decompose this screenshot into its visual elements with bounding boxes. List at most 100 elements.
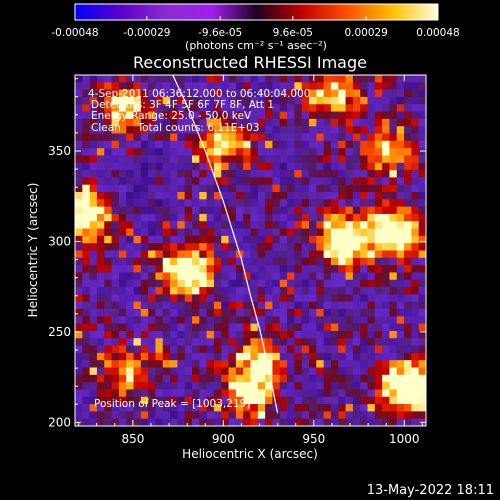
heatmap-cell [170, 396, 178, 405]
heatmap-cell [148, 118, 156, 127]
heatmap-cell [199, 250, 208, 259]
heatmap-cell [177, 257, 186, 266]
heatmap-cell [184, 75, 193, 83]
heatmap-cell [177, 382, 186, 390]
y-tick-label: 200 [48, 415, 71, 429]
heatmap-cell [396, 192, 405, 200]
heatmap-cell [323, 184, 332, 193]
heatmap-cell [330, 148, 339, 156]
heatmap-cell [206, 140, 215, 149]
heatmap-cell [352, 272, 361, 281]
heatmap-cell [360, 360, 368, 368]
heatmap-cell [301, 411, 310, 420]
heatmap-cell [301, 338, 310, 346]
heatmap-cell [272, 316, 281, 325]
plot-frame [74, 74, 427, 427]
heatmap-cell [82, 82, 91, 91]
heatmap-cell [192, 396, 200, 405]
heatmap-cell [199, 301, 208, 310]
heatmap-cell [192, 389, 200, 398]
heatmap-cell [177, 330, 186, 339]
heatmap-cell [265, 155, 273, 164]
heatmap-cell [96, 272, 105, 281]
heatmap-cell [104, 374, 112, 383]
heatmap-cell [140, 228, 149, 237]
heatmap-cell [265, 221, 273, 229]
heatmap-cell [177, 323, 186, 332]
heatmap-cell [213, 374, 222, 383]
heatmap-cell [360, 418, 368, 426]
heatmap-cell [338, 404, 346, 412]
heatmap-cell [345, 118, 354, 127]
heatmap-cell [374, 243, 383, 251]
heatmap-cell [345, 367, 354, 376]
heatmap-cell [199, 184, 208, 193]
heatmap-cell [404, 206, 412, 215]
heatmap-cell [243, 126, 251, 134]
heatmap-cell [382, 206, 390, 215]
heatmap-cell [374, 126, 383, 134]
heatmap-cell [374, 374, 383, 383]
heatmap-cell [374, 279, 383, 288]
info-time-range: 4-Sep-2011 06:36:12.000 to 06:40:04.000 [88, 88, 310, 100]
heatmap-cell [418, 213, 426, 222]
heatmap-cell [148, 257, 156, 266]
heatmap-cell [155, 89, 164, 98]
heatmap-cell [221, 126, 229, 134]
heatmap-cell [89, 126, 98, 134]
heatmap-cell [213, 316, 222, 325]
heatmap-cell [250, 213, 259, 222]
heatmap-cell [352, 374, 361, 383]
heatmap-cell [301, 148, 310, 156]
heatmap-cell [192, 257, 200, 266]
heatmap-cell [221, 140, 229, 149]
heatmap-cell [309, 367, 317, 376]
heatmap-cell [213, 221, 222, 229]
heatmap-cell [272, 418, 281, 426]
heatmap-cell [250, 257, 259, 266]
heatmap-cell [133, 301, 142, 310]
heatmap-cell [396, 243, 405, 251]
heatmap-cell [75, 206, 83, 215]
heatmap-cell [301, 418, 310, 426]
heatmap-cell [309, 75, 317, 83]
heatmap-cell [294, 82, 303, 91]
heatmap-cell [265, 316, 273, 325]
heatmap-cell [228, 111, 237, 120]
heatmap-cell [162, 243, 171, 251]
heatmap-cell [82, 257, 91, 266]
heatmap-cell [367, 287, 376, 295]
heatmap-cell [155, 323, 164, 332]
heatmap-cell [206, 309, 215, 317]
heatmap-cell [206, 279, 215, 288]
heatmap-cell [213, 133, 222, 142]
heatmap-cell [374, 396, 383, 405]
x-tick-label: 900 [212, 432, 235, 446]
heatmap-cell [82, 389, 91, 398]
heatmap-cell [257, 396, 266, 405]
heatmap-cell [221, 411, 229, 420]
heatmap-cell [96, 250, 105, 259]
heatmap-cell [118, 192, 127, 200]
heatmap-cell [250, 89, 259, 98]
heatmap-cell [184, 389, 193, 398]
heatmap-cell [111, 111, 120, 120]
heatmap-cell [192, 140, 200, 149]
heatmap-cell [140, 374, 149, 383]
heatmap-cell [279, 75, 288, 83]
heatmap-cell [148, 89, 156, 98]
heatmap-cell [213, 75, 222, 83]
heatmap-cell [133, 287, 142, 295]
heatmap-cell [221, 199, 229, 208]
heatmap-cell [265, 352, 273, 361]
heatmap-cell [330, 111, 339, 120]
heatmap-cell [235, 170, 244, 178]
heatmap-cell [396, 126, 405, 134]
heatmap-cell [228, 155, 237, 164]
heatmap-cell [140, 235, 149, 244]
heatmap-cell [140, 96, 149, 105]
heatmap-cell [316, 316, 325, 325]
heatmap-cell [235, 235, 244, 244]
heatmap-cell [330, 96, 339, 105]
heatmap-cell [345, 206, 354, 215]
